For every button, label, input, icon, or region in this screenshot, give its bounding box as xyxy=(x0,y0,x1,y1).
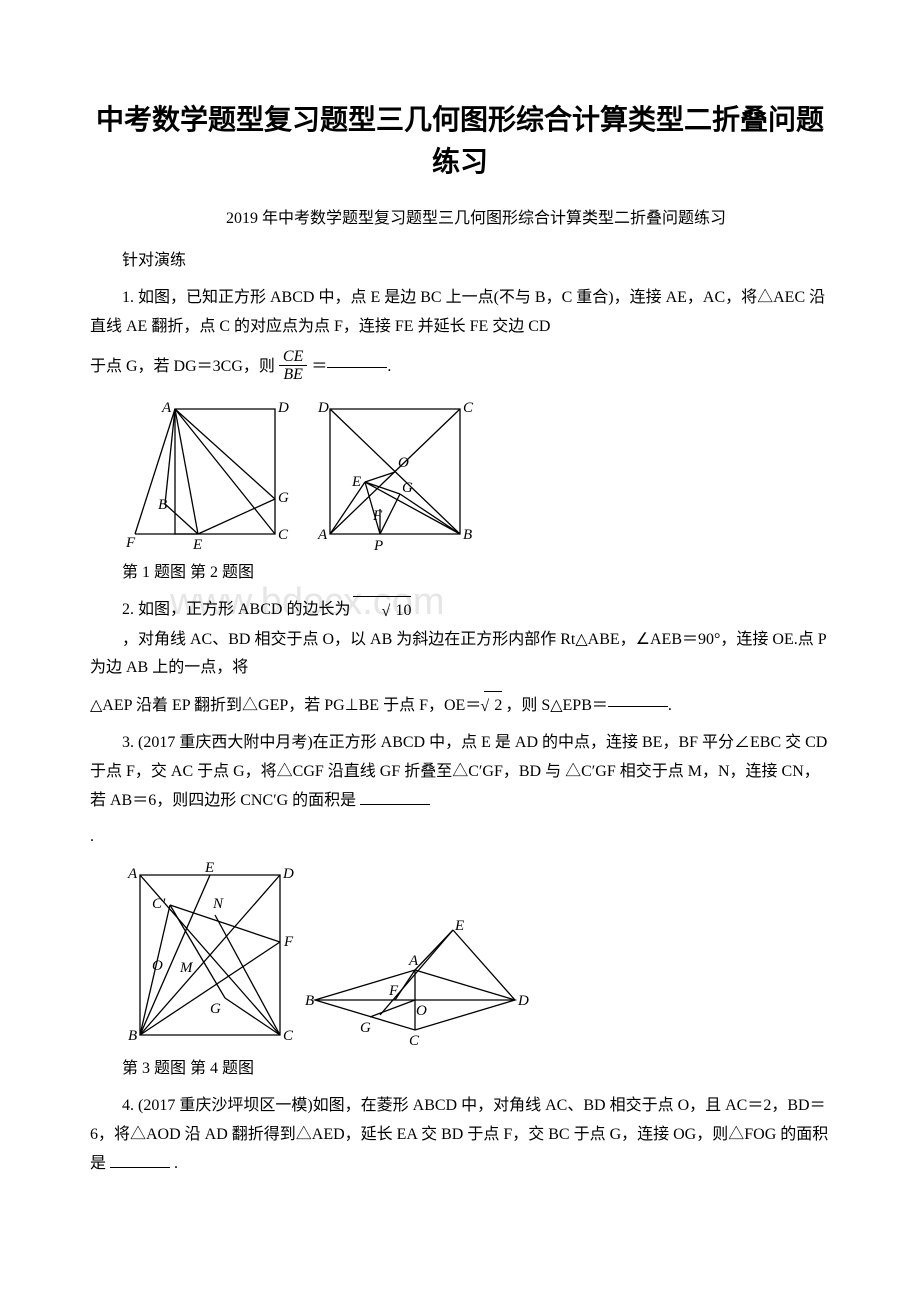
svg-text:C': C' xyxy=(152,896,166,912)
figure-3: A D B C E F C' N M O G xyxy=(120,860,305,1050)
svg-text:B: B xyxy=(128,1028,137,1044)
problem-2: 2. 如图，正方形 ABCD 的边长为 10 ，对角线 AC、BD 相交于点 O… xyxy=(90,596,830,683)
svg-text:P: P xyxy=(373,538,383,554)
p4-text-b: . xyxy=(174,1155,178,1172)
subtitle: 2019 年中考数学题型复习题型三几何图形综合计算类型二折叠问题练习 xyxy=(90,204,830,228)
svg-text:C: C xyxy=(278,527,289,543)
p2-text-c: △AEP 沿着 EP 翻折到△GEP，若 PG⊥BE 于点 F，OE＝ xyxy=(90,692,481,721)
frac-den: BE xyxy=(279,366,307,384)
p1-text-c: ＝ xyxy=(311,353,327,382)
svg-text:A: A xyxy=(408,953,419,969)
problem-1: 1. 如图，已知正方形 ABCD 中，点 E 是边 BC 上一点(不与 B，C … xyxy=(90,284,830,342)
svg-text:E: E xyxy=(454,918,464,934)
p4-text-a: 4. (2017 重庆沙坪坝区一模)如图，在菱形 ABCD 中，对角线 AC、B… xyxy=(90,1097,828,1172)
p1-blank xyxy=(327,367,387,368)
svg-text:N: N xyxy=(212,896,224,912)
figure-1: A D B C E F G xyxy=(120,394,310,554)
caption-3-4: 第 3 题图 第 4 题图 xyxy=(122,1054,830,1078)
svg-text:B: B xyxy=(158,497,167,513)
caption-1-2: 第 1 题图 第 2 题图 xyxy=(122,558,830,582)
svg-text:O: O xyxy=(152,958,163,974)
fraction-ce-be: CE BE xyxy=(279,348,307,384)
svg-text:D: D xyxy=(277,400,289,416)
figure-4: A B C D E F O G xyxy=(305,915,530,1050)
svg-text:E: E xyxy=(192,537,202,553)
svg-text:D: D xyxy=(282,866,294,882)
svg-text:F: F xyxy=(283,934,294,950)
svg-text:O: O xyxy=(398,455,409,471)
svg-text:G: G xyxy=(402,480,413,496)
problem-2-line2: △AEP 沿着 EP 翻折到△GEP，若 PG⊥BE 于点 F，OE＝ 2 ，则… xyxy=(90,691,830,721)
svg-text:C: C xyxy=(463,400,474,416)
problem-4: 4. (2017 重庆沙坪坝区一模)如图，在菱形 ABCD 中，对角线 AC、B… xyxy=(90,1092,830,1178)
p2-text-b: ，对角线 AC、BD 相交于点 O，以 AB 为斜边在正方形内部作 Rt△ABE… xyxy=(90,626,830,684)
frac-num: CE xyxy=(279,348,307,367)
p4-blank xyxy=(110,1167,170,1168)
sqrt-2: 2 xyxy=(484,691,502,721)
svg-text:G: G xyxy=(360,1020,371,1036)
p2-text-d: ，则 S△EPB＝ xyxy=(505,692,608,721)
svg-text:A: A xyxy=(127,866,138,882)
svg-text:B: B xyxy=(305,993,314,1009)
p2-blank xyxy=(608,706,668,707)
svg-text:G: G xyxy=(278,490,289,506)
problem-1-line2: 于点 G，若 DG＝3CG，则 CE BE ＝ . xyxy=(90,350,830,386)
p2-text-a: 2. 如图，正方形 ABCD 的边长为 xyxy=(90,596,350,625)
svg-text:A: A xyxy=(161,400,172,416)
svg-text:A: A xyxy=(317,527,328,543)
page-title: 中考数学题型复习题型三几何图形综合计算类型二折叠问题练习 xyxy=(90,100,830,184)
section-label: 针对演练 xyxy=(90,246,830,270)
figure-2: A B C D O E P F G xyxy=(310,394,480,554)
p3-blank xyxy=(360,804,430,805)
svg-text:F: F xyxy=(372,508,383,524)
svg-text:C: C xyxy=(283,1028,294,1044)
p2-text-e: . xyxy=(668,692,672,721)
svg-text:D: D xyxy=(317,400,329,416)
svg-text:O: O xyxy=(416,1003,427,1019)
svg-text:B: B xyxy=(463,527,472,543)
svg-text:G: G xyxy=(210,1001,221,1017)
figures-row-2: A D B C E F C' N M O G A xyxy=(120,860,830,1050)
svg-text:F: F xyxy=(388,983,399,999)
svg-text:E: E xyxy=(351,474,361,490)
p1-text-b: 于点 G，若 DG＝3CG，则 xyxy=(90,353,275,382)
sqrt-10: 10 xyxy=(353,596,411,626)
svg-text:D: D xyxy=(517,993,529,1009)
p1-text-a: 1. 如图，已知正方形 ABCD 中，点 E 是边 BC 上一点(不与 B，C … xyxy=(90,289,825,335)
problem-3-period: . xyxy=(90,823,830,852)
problem-3: 3. (2017 重庆西大附中月考)在正方形 ABCD 中，点 E 是 AD 的… xyxy=(90,729,830,815)
svg-text:C: C xyxy=(409,1033,420,1049)
svg-text:F: F xyxy=(125,535,136,551)
svg-text:M: M xyxy=(179,960,194,976)
p3-text-a: 3. (2017 重庆西大附中月考)在正方形 ABCD 中，点 E 是 AD 的… xyxy=(90,734,827,809)
figures-row-1: A D B C E F G A B xyxy=(120,394,830,554)
p3-text-b: . xyxy=(90,828,94,845)
p1-text-d: . xyxy=(387,353,391,382)
svg-text:E: E xyxy=(204,860,214,876)
